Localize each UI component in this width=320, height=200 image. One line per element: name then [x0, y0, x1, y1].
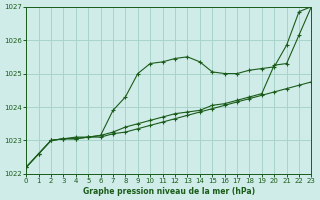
- X-axis label: Graphe pression niveau de la mer (hPa): Graphe pression niveau de la mer (hPa): [83, 187, 255, 196]
